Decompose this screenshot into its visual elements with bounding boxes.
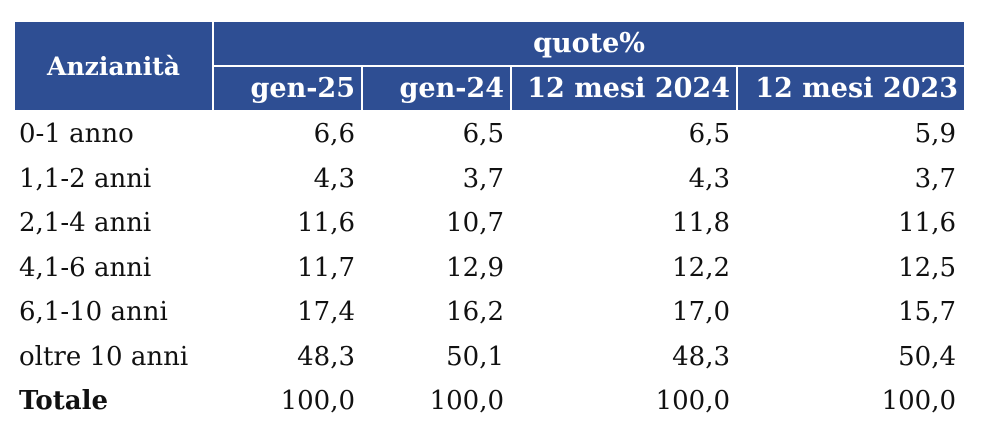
table-body: 0-1 anno 6,6 6,5 6,5 5,9 1,1-2 anni 4,3 3,7 4,3 3…	[15, 112, 964, 424]
row-label: 4,1-6 anni	[19, 252, 152, 283]
table-cell-value: 12,9	[446, 252, 504, 283]
table-cell-value: 12,5	[898, 252, 956, 283]
table-cell-value: 100,0	[280, 386, 355, 417]
column-group-header: quote%	[214, 22, 964, 67]
table-cell-value: 48,3	[297, 341, 355, 372]
row-header-cell: Anzianità	[15, 22, 214, 112]
row-label: 6,1-10 anni	[19, 297, 168, 328]
row-label: 1,1-2 anni	[19, 163, 152, 194]
table-row: 0-1 anno 6,6 6,5 6,5 5,9	[15, 112, 964, 157]
table-row: Totale 100,0 100,0 100,0 100,0	[15, 379, 964, 424]
column-header: gen-24	[363, 67, 512, 112]
column-header: 12 mesi 2024	[512, 67, 738, 112]
data-table: Anzianità quote% gen-25 gen-24 12 mesi 2…	[15, 22, 964, 424]
table-cell-value: 3,7	[462, 163, 504, 194]
table-cell-value: 11,7	[297, 252, 355, 283]
table-cell-value: 17,0	[672, 297, 730, 328]
table-row: 2,1-4 anni 11,6 10,7 11,8 11,6	[15, 201, 964, 246]
table-cell-value: 100,0	[429, 386, 504, 417]
column-header: 12 mesi 2023	[738, 67, 964, 112]
table-cell-value: 12,2	[672, 252, 730, 283]
table-cell-value: 4,3	[313, 163, 355, 194]
table-cell-value: 11,8	[672, 208, 730, 239]
table-cell-value: 48,3	[672, 341, 730, 372]
table-cell-value: 3,7	[914, 163, 956, 194]
table-cell-value: 100,0	[655, 386, 730, 417]
table-cell-value: 50,1	[446, 341, 504, 372]
row-label: 0-1 anno	[19, 119, 134, 150]
row-label: oltre 10 anni	[19, 341, 189, 372]
table-cell-value: 17,4	[297, 297, 355, 328]
table-cell-value: 6,5	[688, 119, 730, 150]
header-row-columns: gen-25 gen-24 12 mesi 2024 12 mesi 2023	[15, 67, 964, 112]
table-row: 1,1-2 anni 4,3 3,7 4,3 3,7	[15, 157, 964, 202]
column-header: gen-25	[214, 67, 363, 112]
table-row: 6,1-10 anni 17,4 16,2 17,0 15,7	[15, 290, 964, 335]
table-cell-value: 11,6	[898, 208, 956, 239]
table-cell-value: 16,2	[446, 297, 504, 328]
table-row: oltre 10 anni 48,3 50,1 48,3 50,4	[15, 335, 964, 380]
table-cell-value: 50,4	[898, 341, 956, 372]
table-cell-value: 6,6	[313, 119, 355, 150]
table-cell-value: 5,9	[914, 119, 956, 150]
table-cell-value: 11,6	[297, 208, 355, 239]
table-cell-value: 4,3	[688, 163, 730, 194]
table-row: 4,1-6 anni 11,7 12,9 12,2 12,5	[15, 246, 964, 291]
header-row-top: Anzianità quote%	[15, 22, 964, 112]
table-cell-value: 100,0	[881, 386, 956, 417]
table-cell-value: 10,7	[446, 208, 504, 239]
row-label: Totale	[19, 386, 108, 417]
row-label: 2,1-4 anni	[19, 208, 152, 239]
table-cell-value: 15,7	[898, 297, 956, 328]
table-cell-value: 6,5	[462, 119, 504, 150]
